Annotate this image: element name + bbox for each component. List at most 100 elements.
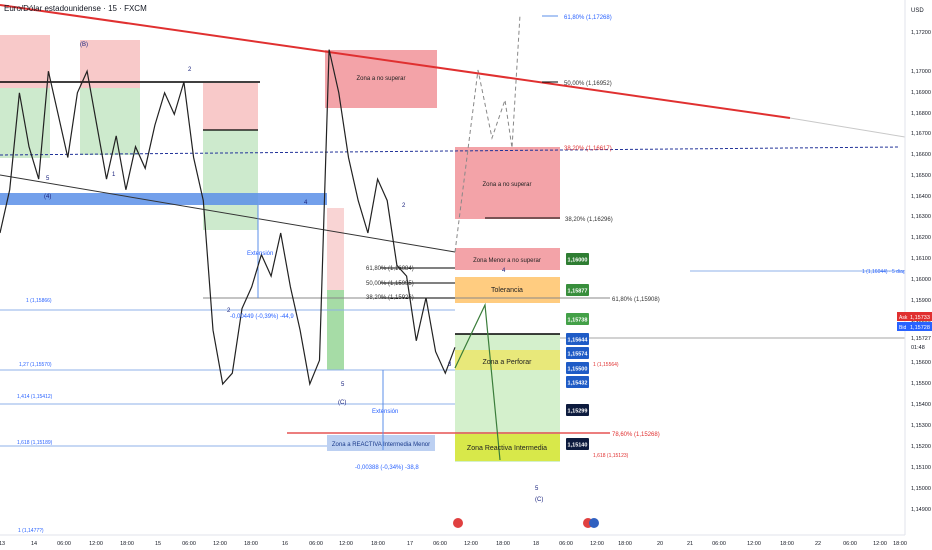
wave-label: (B) [80,42,88,48]
time-tick-label: 12:00 [213,541,227,547]
time-tick-label: 12:00 [89,541,103,547]
price-tick-label: 1,16700 [911,131,931,137]
price-tick-label: 1,16900 [911,90,931,96]
zone-label: Zona a no superar [356,76,405,82]
time-tick-label: 06:00 [309,541,323,547]
price-tick-label: 1,16100 [911,256,931,262]
time-tick-label: 06:00 [559,541,573,547]
time-tick-label: 12:00 [590,541,604,547]
wave-label: 2 [188,67,192,73]
price-badge [566,333,589,345]
price-axis-ticks: 1,17200 1,17000 1,16900 1,16800 1,16700 1,166… [911,30,931,513]
time-tick-label: 18:00 [244,541,258,547]
fib-label: 1,618 (1,15189) [17,440,53,446]
fib-label: 50,00% (1,15995) [366,281,414,287]
ask-label: Ask [899,315,908,321]
price-badge-label: 1,15877 [568,289,588,295]
price-tick-label: 1,16600 [911,152,931,158]
wave-label: 1 [112,172,116,178]
time-tick-label: 06:00 [57,541,71,547]
price-badge-label: 1,15500 [568,367,588,373]
time-tick-label: 18:00 [893,541,907,547]
bid-value-tag [908,322,932,331]
zone-perforar [455,350,560,370]
wave-label: 2 [402,203,406,209]
bid-label: Bid [899,325,906,331]
fib-label: 1 (1,1477?) [18,528,44,534]
time-axis-bg [0,535,932,550]
time-tick-label: 06:00 [433,541,447,547]
price-badge [566,347,589,359]
price-badge [566,376,589,388]
fib-label: 38,20% (1,16296) [565,217,613,223]
zone-label: Tolerancia [491,287,523,294]
measure-label: Extensión [372,409,398,415]
fib-label: 1 (1,16044) · 5 diagonal [862,269,915,275]
price-tick-label: 1,15727 [911,336,931,342]
price-badge-label: 1,15738 [568,318,588,324]
ask-tag [897,312,908,321]
fib-label: 38,20% (1,16617) [564,146,612,152]
zone-rect [203,130,258,230]
wave-label: 5 [535,486,539,492]
wave-label: 4 [304,200,308,206]
zone-label: Zona Reactiva Intermedia [467,445,547,452]
fib-label: 1,27 (1,15570) [19,362,52,368]
price-badge [566,404,589,416]
price-badge-label: 1,15574 [568,352,589,358]
fib-label: 61,80% (1,17268) [564,15,612,21]
wave-label: 3 [448,362,452,368]
zone-label: Zona a REACTIVA Intermedia Menor [332,442,430,448]
time-tick-label: 18:00 [780,541,794,547]
time-tick-label: 14 [31,541,37,547]
fib-label: 38,20% (1,15926) [366,295,414,301]
price-badge-label: 1,15299 [568,409,588,415]
wave-label: 2 [227,308,231,314]
bar-countdown: 01:48 [911,345,925,351]
price-badge [566,362,589,374]
bid-tag [897,322,908,331]
price-badge-label: 1,16000 [568,258,588,264]
time-tick-label: 22 [815,541,821,547]
price-tick-label: 1,17000 [911,69,931,75]
price-tick-label: 1,15400 [911,402,931,408]
fib-label: 1,618 (1,15123) [593,453,629,459]
price-badge-label: 1,15432 [568,381,588,387]
price-tick-label: 1,16500 [911,173,931,179]
time-tick-label: 21 [687,541,693,547]
fib-label: 61,80% (1,16084) [366,266,414,272]
price-badge [566,284,589,296]
wave-label: 5 [341,382,345,388]
price-tick-label: 1,14900 [911,507,931,513]
measure-value: -0,00388 (-0,34%) -38,8 [355,465,419,471]
fib-label: 1 (1,15866) [26,298,52,304]
zone-label: Zona Menor a no superar [473,258,541,264]
wave-label: (4) [44,194,51,200]
zone-no-superar-2 [455,147,560,219]
fib-label: 1,414 (1,15412) [17,394,53,400]
time-tick-label: 16 [282,541,288,547]
price-tick-label: 1,15100 [911,465,931,471]
zone-menor [455,248,560,270]
event-flag-icon[interactable] [453,518,463,528]
zone-rect [80,40,140,95]
zone-rect [327,290,344,370]
ask-value-tag [908,312,932,321]
fib-label: 61,80% (1,15908) [612,297,660,303]
price-badge-label: 1,15140 [568,443,588,449]
time-tick-label: 13 [0,541,5,547]
price-badge [566,253,589,265]
wave-label: (C) [535,497,543,503]
zone-reactiva [455,434,560,461]
projection-path-down [454,302,501,461]
price-axis-currency: USD [911,8,924,14]
time-tick-label: 12:00 [339,541,353,547]
time-tick-label: 12:00 [747,541,761,547]
time-tick-label: 18:00 [371,541,385,547]
time-tick-label: 18:00 [496,541,510,547]
price-tick-label: 1,16300 [911,214,931,220]
measure-label: Extensión [247,251,273,257]
price-tick-label: 1,16000 [911,277,931,283]
event-flag-icon[interactable] [589,518,599,528]
